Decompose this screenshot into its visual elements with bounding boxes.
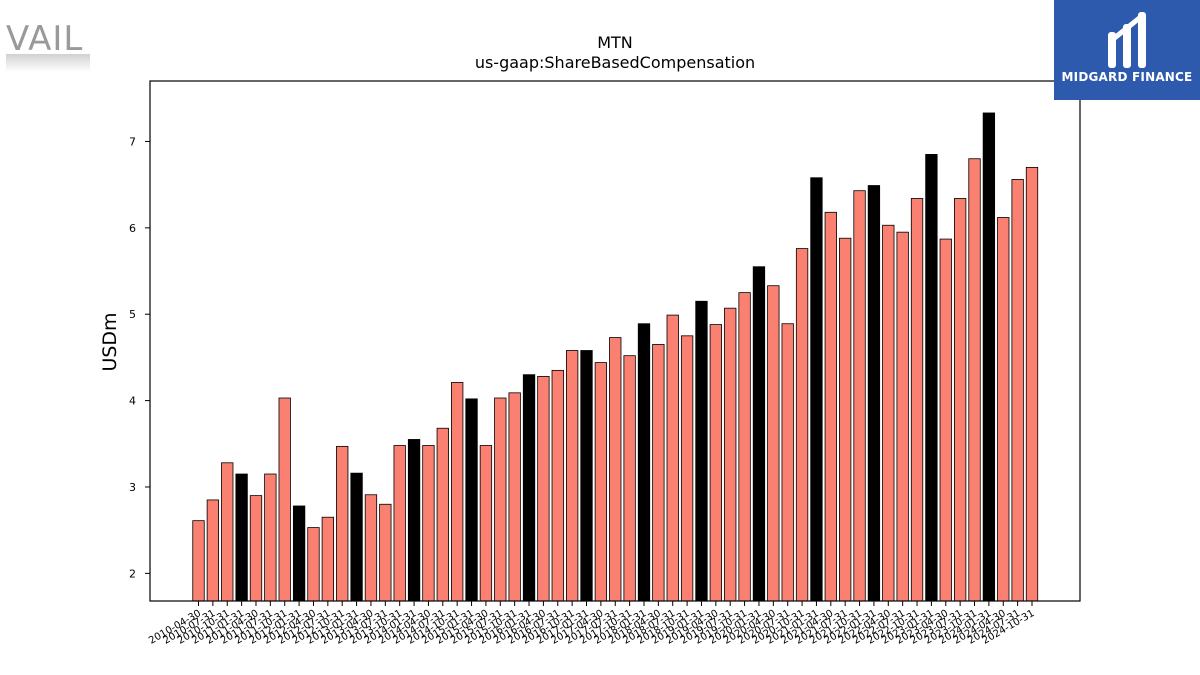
- bar-2017-07-31: [609, 337, 622, 602]
- bar-2023-01-31: [925, 154, 938, 602]
- bar-2015-07-31: [494, 397, 507, 602]
- y-tick-label: 6: [129, 222, 136, 235]
- bar-2014-07-31: [436, 427, 449, 602]
- bar-2022-07-31: [896, 231, 909, 602]
- bar-2018-07-31: [666, 314, 679, 602]
- bar-2010-07-31: [206, 499, 220, 602]
- bar-2012-01-31: [292, 505, 306, 602]
- bar-2017-01-31: [580, 350, 593, 602]
- y-tick-label: 5: [129, 308, 136, 321]
- bar-2012-10-31: [336, 445, 349, 602]
- y-tick-label: 2: [129, 567, 136, 580]
- bar-2016-01-31: [522, 374, 536, 602]
- bar-2019-04-30: [709, 324, 722, 602]
- bar-2023-04-30: [939, 238, 952, 602]
- vail-watermark-text: VAIL: [6, 19, 83, 59]
- bar-2015-01-31: [465, 398, 478, 602]
- bar-2014-01-31: [407, 439, 421, 602]
- bar-2021-10-31: [853, 190, 866, 602]
- chart-title: MTN: [597, 33, 633, 52]
- bar-2020-07-31: [781, 323, 794, 602]
- bar-2013-10-31: [393, 445, 406, 602]
- bar-2011-07-31: [264, 473, 277, 602]
- midgard-finance-label: MIDGARD FINANCE: [1061, 70, 1193, 84]
- bar-2013-01-31: [350, 472, 363, 602]
- bar-2016-10-31: [565, 350, 579, 602]
- bar-2012-07-31: [321, 516, 334, 602]
- bar-2018-01-31: [637, 323, 651, 602]
- bar-2010-04-30: [192, 520, 205, 602]
- bar-2019-07-31: [724, 307, 737, 602]
- bar-2014-10-31: [451, 382, 464, 602]
- bar-2024-04-30: [997, 217, 1010, 602]
- bar-2017-04-30: [594, 362, 608, 602]
- chart-subtitle: us-gaap:ShareBasedCompensation: [475, 53, 755, 72]
- bar-2016-07-31: [551, 369, 564, 602]
- bar-2013-07-31: [379, 503, 392, 602]
- y-tick-label: 4: [129, 395, 136, 408]
- bar-2022-10-31: [910, 198, 924, 602]
- bar-2011-01-31: [235, 473, 248, 602]
- plot-frame: [149, 80, 1081, 602]
- bar-2021-07-31: [839, 237, 852, 602]
- bar-2011-10-31: [278, 397, 291, 602]
- y-ticks-group: 2 3 4 5 6 7: [129, 135, 150, 580]
- bar-2020-10-31: [795, 248, 809, 602]
- bar-2012-04-30: [307, 527, 320, 602]
- bars-group: [192, 112, 1039, 602]
- y-axis-label: USDm: [99, 312, 121, 371]
- bar-2021-04-30: [824, 211, 837, 602]
- bar-2022-01-31: [867, 185, 881, 602]
- bar-2019-10-31: [738, 292, 751, 602]
- bar-2010-10-31: [221, 462, 234, 602]
- bar-2021-01-31: [810, 177, 823, 602]
- bar-2014-04-30: [422, 445, 435, 602]
- midgard-logo-icon: [1108, 12, 1146, 68]
- bar-2022-04-30: [882, 224, 895, 602]
- bar-2024-07-31: [1011, 179, 1024, 602]
- bar-2020-01-31: [752, 266, 766, 602]
- bar-2013-04-30: [364, 494, 378, 602]
- bar-2011-04-30: [249, 495, 263, 602]
- vail-watermark-logo: VAIL: [6, 16, 96, 74]
- bar-2023-10-31: [968, 158, 981, 602]
- y-tick-label: 3: [129, 481, 136, 494]
- bar-2018-04-30: [652, 344, 665, 602]
- bar-2017-10-31: [623, 355, 636, 602]
- midgard-finance-badge: MIDGARD FINANCE: [1054, 0, 1200, 100]
- bar-2015-10-31: [508, 392, 521, 602]
- bar-2020-04-30: [767, 285, 780, 602]
- bar-2015-04-30: [479, 445, 493, 602]
- bar-2019-01-31: [695, 300, 708, 602]
- x-ticks-group: 2010-04-302010-07-312010-10-312011-01-31…: [147, 601, 1037, 647]
- bar-2023-07-31: [953, 198, 967, 602]
- y-tick-label: 7: [129, 135, 136, 148]
- bar-2024-10-31: [1025, 166, 1039, 602]
- bar-2024-01-31: [982, 112, 996, 602]
- bar-2016-04-30: [537, 376, 550, 602]
- bar-2018-10-31: [680, 335, 694, 602]
